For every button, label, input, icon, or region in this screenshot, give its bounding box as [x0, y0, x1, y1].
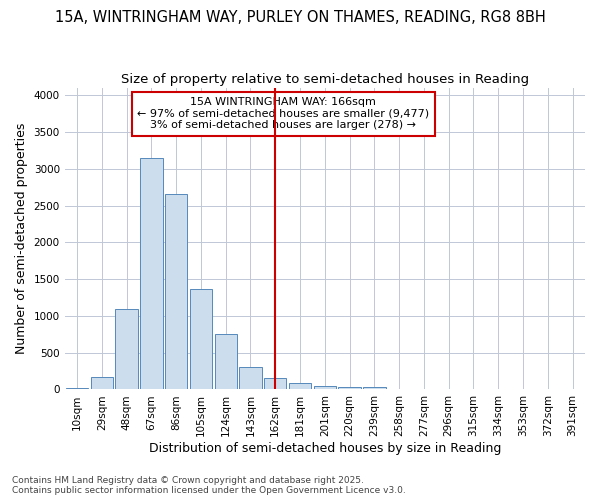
Bar	[91, 376, 113, 390]
Bar	[338, 386, 361, 390]
Bar	[264, 378, 286, 390]
Bar	[165, 194, 187, 390]
Bar	[363, 386, 386, 390]
Title: Size of property relative to semi-detached houses in Reading: Size of property relative to semi-detach…	[121, 72, 529, 86]
Text: 15A WINTRINGHAM WAY: 166sqm
← 97% of semi-detached houses are smaller (9,477)
3%: 15A WINTRINGHAM WAY: 166sqm ← 97% of sem…	[137, 97, 429, 130]
Bar	[115, 310, 138, 390]
Bar	[190, 290, 212, 390]
X-axis label: Distribution of semi-detached houses by size in Reading: Distribution of semi-detached houses by …	[149, 442, 501, 455]
Bar	[66, 388, 88, 390]
Bar	[140, 158, 163, 390]
Bar	[314, 386, 336, 390]
Bar	[215, 334, 237, 390]
Y-axis label: Number of semi-detached properties: Number of semi-detached properties	[15, 123, 28, 354]
Text: Contains HM Land Registry data © Crown copyright and database right 2025.
Contai: Contains HM Land Registry data © Crown c…	[12, 476, 406, 495]
Bar	[239, 366, 262, 390]
Bar	[289, 383, 311, 390]
Text: 15A, WINTRINGHAM WAY, PURLEY ON THAMES, READING, RG8 8BH: 15A, WINTRINGHAM WAY, PURLEY ON THAMES, …	[55, 10, 545, 25]
